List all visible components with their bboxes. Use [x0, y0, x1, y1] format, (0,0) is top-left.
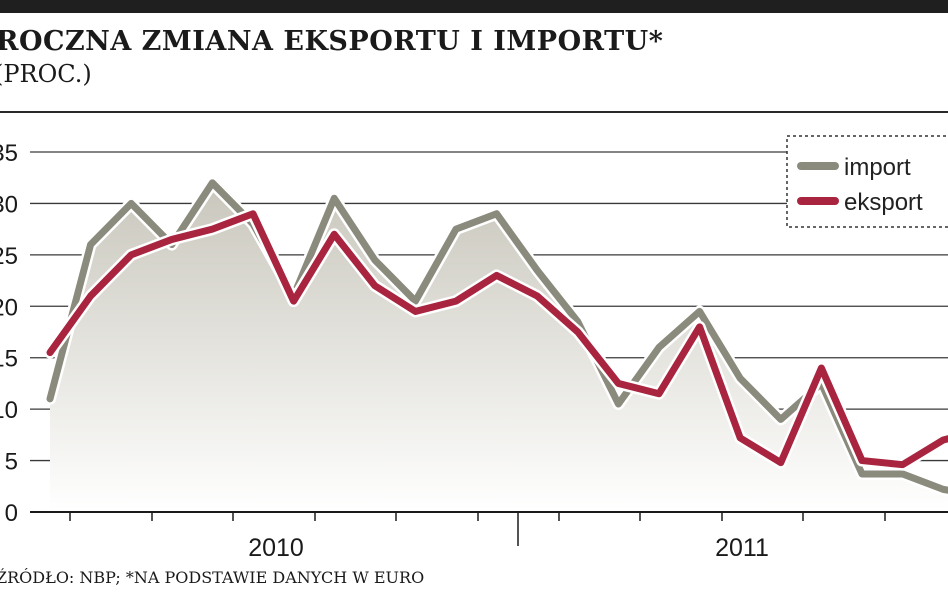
eksport-point: [48, 351, 52, 355]
import-point: [210, 181, 214, 185]
eksport-point: [292, 299, 296, 303]
y-axis-tick-labels: 0 5 10 15 20 25 30 35: [0, 140, 18, 527]
y-tick-label: 10: [0, 397, 18, 424]
eksport-line: [46, 210, 948, 469]
y-tick-label: 5: [5, 449, 18, 476]
import-point: [657, 345, 661, 349]
eksport-point: [210, 227, 214, 231]
import-point: [413, 299, 417, 303]
import-point: [901, 472, 905, 476]
eksport-point: [941, 438, 945, 442]
import-point: [779, 417, 783, 421]
eksport-point: [738, 436, 742, 440]
eksport-point: [129, 253, 133, 257]
year-label: 2010: [248, 534, 304, 562]
y-tick-label: 20: [0, 294, 18, 321]
eksport-point: [535, 294, 539, 298]
import-point: [454, 227, 458, 231]
import-point: [495, 212, 499, 216]
source-label: ŹRÓDŁO: NBP;: [0, 568, 121, 587]
footnote: *NA PODSTAWIE DANYCH W EURO: [125, 568, 425, 587]
import-point: [48, 397, 52, 401]
import-point: [576, 320, 580, 324]
eksport-point: [576, 330, 580, 334]
eksport-point: [657, 392, 661, 396]
y-tick-label: 25: [0, 243, 18, 270]
eksport-point: [373, 284, 377, 288]
x-axis: 2010 2011: [30, 511, 948, 562]
legend: import eksport: [786, 135, 948, 228]
y-tick-label: 0: [5, 500, 18, 527]
import-point: [373, 258, 377, 262]
y-tick-label: 30: [0, 191, 18, 218]
legend-box: [786, 135, 948, 228]
eksport-point: [901, 463, 905, 467]
eksport-point: [413, 309, 417, 313]
import-point: [332, 196, 336, 200]
import-point: [738, 376, 742, 380]
y-tick-label: 15: [0, 346, 18, 373]
legend-eksport-label: eksport: [844, 189, 923, 216]
series-lines: [44, 176, 948, 497]
eksport-point: [819, 366, 823, 370]
source-note: ŹRÓDŁO: NBP; *NA PODSTAWIE DANYCH W EURO: [0, 568, 424, 587]
chart-subtitle: (PROC.): [0, 60, 92, 88]
eksport-point: [779, 461, 783, 465]
import-point: [616, 402, 620, 406]
eksport-point: [251, 212, 255, 216]
legend-import-label: import: [844, 154, 911, 181]
eksport-point: [170, 237, 174, 241]
import-line: [46, 179, 948, 494]
eksport-point: [616, 381, 620, 385]
import-point: [941, 487, 945, 491]
chart-title: ROCZNA ZMIANA EKSPORTU I IMPORTU*: [0, 26, 664, 57]
import-point: [129, 201, 133, 205]
eksport-point: [698, 325, 702, 329]
import-point: [535, 268, 539, 272]
year-label: 2011: [715, 534, 769, 562]
eksport-point: [495, 273, 499, 277]
eksport-point: [454, 299, 458, 303]
eksport-point: [89, 294, 93, 298]
header-rule: [0, 111, 948, 113]
eksport-point: [860, 459, 864, 463]
import-point: [698, 309, 702, 313]
top-bar: [0, 0, 948, 13]
y-tick-label: 35: [0, 140, 18, 167]
eksport-point: [332, 232, 336, 236]
import-point: [89, 243, 93, 247]
import-point: [860, 472, 864, 476]
